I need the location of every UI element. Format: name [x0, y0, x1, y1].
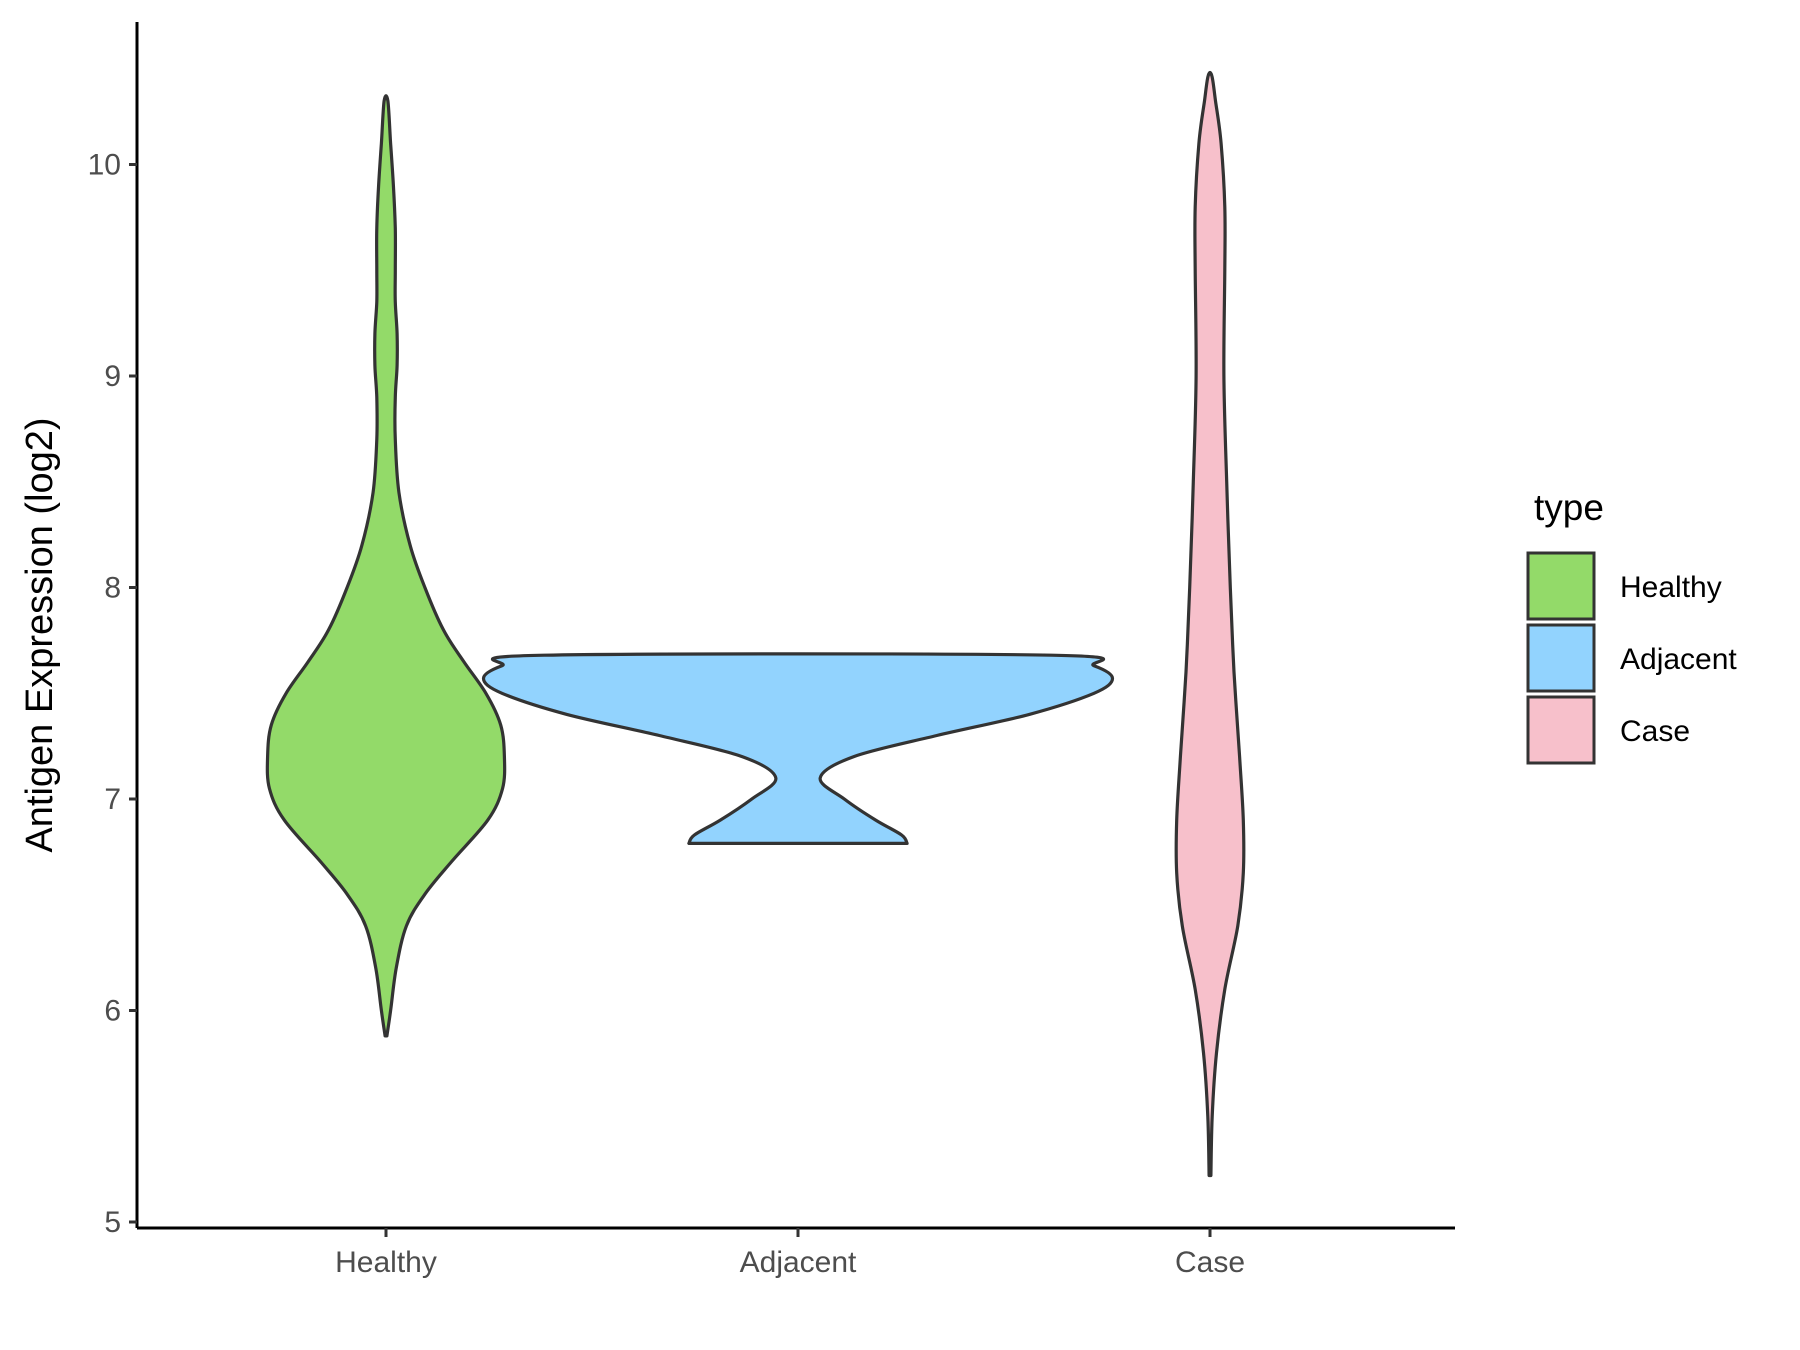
legend-label-adjacent: Adjacent	[1620, 643, 1737, 676]
y-axis: 5 6 7 8 9 10	[88, 22, 139, 1239]
legend-swatch-case	[1526, 695, 1596, 765]
y-tick-label: 6	[104, 995, 121, 1028]
violin-case	[1174, 70, 1246, 1178]
legend: type Healthy Adjacent Case	[1526, 487, 1737, 765]
legend-swatch-healthy	[1526, 551, 1596, 621]
y-tick-label: 7	[104, 783, 121, 816]
y-tick-label: 5	[104, 1206, 121, 1239]
legend-swatch-adjacent	[1526, 623, 1596, 693]
y-axis-title: Antigen Expression (log2)	[19, 417, 61, 852]
legend-label-healthy: Healthy	[1620, 571, 1722, 604]
violin-healthy	[265, 94, 507, 1038]
violin-adjacent	[481, 652, 1115, 845]
y-tick-label: 8	[104, 572, 121, 605]
legend-title: type	[1534, 487, 1604, 528]
x-axis: Healthy Adjacent Case	[137, 1226, 1455, 1279]
x-tick-label: Adjacent	[740, 1246, 857, 1279]
y-tick-label: 9	[104, 360, 121, 393]
violin-layer	[265, 70, 1246, 1178]
x-tick-label: Case	[1175, 1246, 1245, 1279]
x-tick-label: Healthy	[335, 1246, 437, 1279]
y-tick-label: 10	[88, 149, 121, 182]
legend-label-case: Case	[1620, 715, 1690, 748]
